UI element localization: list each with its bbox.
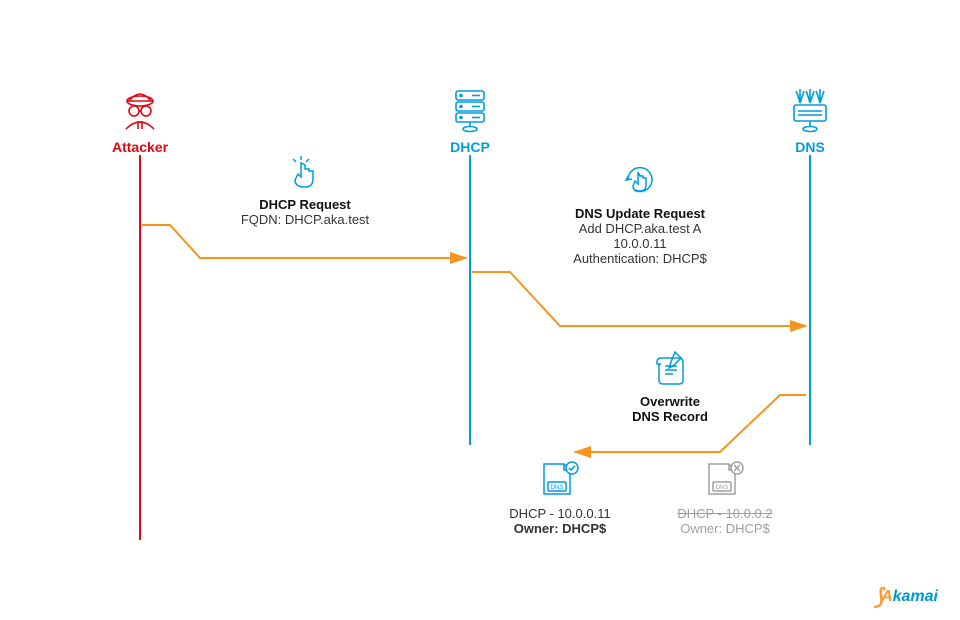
record-old-line2: Owner: DHCP$	[655, 521, 795, 536]
msg-dhcp-request: DHCP Request FQDN: DHCP.aka.test	[195, 155, 415, 227]
svg-text:DNS: DNS	[551, 485, 564, 491]
pointer-icon	[287, 155, 323, 191]
record-active-line2: Owner: DHCP$	[490, 521, 630, 536]
msg-overwrite: Overwrite DNS Record	[580, 350, 760, 424]
lifeline-dhcp	[469, 155, 471, 445]
msg2-title: DNS Update Request	[520, 206, 760, 221]
msg1-title: DHCP Request	[195, 197, 415, 212]
actor-attacker-label: Attacker	[100, 139, 180, 155]
lifeline-dns	[809, 155, 811, 445]
record-old: DNS DHCP - 10.0.0.2 Owner: DHCP$	[655, 460, 795, 536]
refresh-pointer-icon	[620, 160, 660, 200]
actor-attacker: Attacker	[100, 85, 180, 155]
msg-dns-update: DNS Update Request Add DHCP.aka.test A 1…	[520, 160, 760, 266]
actor-dhcp-label: DHCP	[430, 139, 510, 155]
actor-dhcp: DHCP	[430, 85, 510, 155]
msg3-title2: DNS Record	[580, 409, 760, 424]
dns-file-check-icon: DNS	[538, 460, 582, 500]
lifeline-attacker	[139, 155, 141, 540]
spy-icon	[116, 85, 164, 133]
msg2-line2: Authentication: DHCP$	[520, 251, 760, 266]
akamai-logo: ⟆Akamai	[874, 584, 938, 610]
record-active-line1: DHCP - 10.0.0.11	[490, 506, 630, 521]
logo-text: kamai	[893, 588, 938, 605]
router-icon	[786, 85, 834, 133]
actor-dns-label: DNS	[770, 139, 850, 155]
record-old-line1: DHCP - 10.0.0.2	[655, 506, 795, 521]
arrow-m1	[142, 225, 466, 258]
msg2-line1: 10.0.0.11	[520, 236, 760, 251]
svg-text:DNS: DNS	[716, 485, 729, 491]
arrow-m2	[472, 272, 806, 326]
scroll-pen-icon	[651, 350, 689, 388]
record-active: DNS DHCP - 10.0.0.11 Owner: DHCP$	[490, 460, 630, 536]
msg1-line0: FQDN: DHCP.aka.test	[195, 212, 415, 227]
msg3-title: Overwrite	[580, 394, 760, 409]
msg2-line0: Add DHCP.aka.test A	[520, 221, 760, 236]
actor-dns: DNS	[770, 85, 850, 155]
dns-file-cross-icon: DNS	[703, 460, 747, 500]
server-icon	[446, 85, 494, 133]
